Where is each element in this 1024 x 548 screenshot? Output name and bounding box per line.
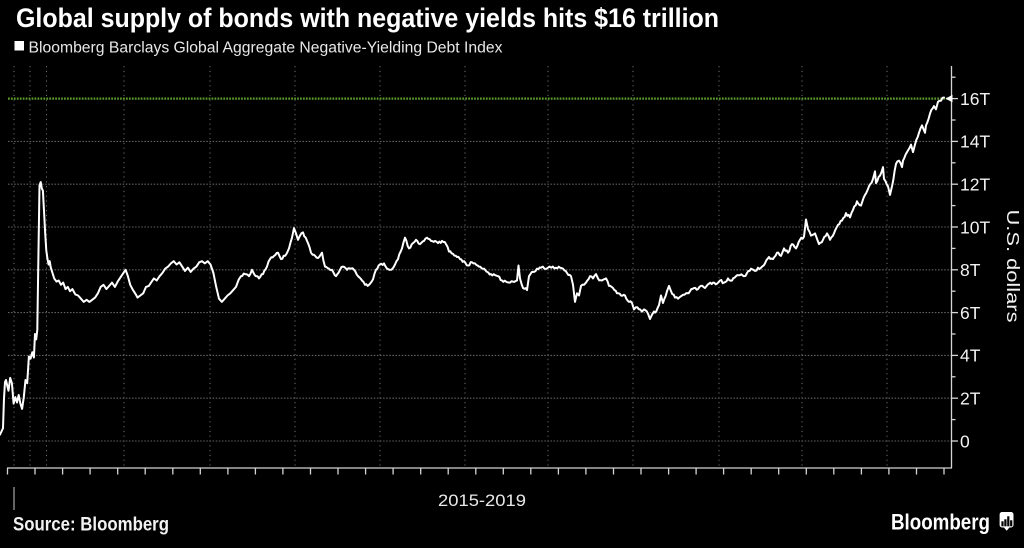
svg-text:16T: 16T [960,89,990,109]
svg-text:4T: 4T [960,346,981,366]
svg-text:12T: 12T [960,175,990,195]
svg-text:U.S. dollars: U.S. dollars [1003,210,1023,323]
svg-text:0: 0 [960,431,970,451]
svg-text:2015-2019: 2015-2019 [438,491,526,510]
svg-text:Bloomberg Barclays Global Aggr: Bloomberg Barclays Global Aggregate Nega… [29,40,503,57]
svg-text:Source: Bloomberg: Source: Bloomberg [13,514,169,536]
svg-text:14T: 14T [960,132,990,152]
svg-text:2T: 2T [960,389,981,409]
svg-text:8T: 8T [960,260,981,280]
svg-text:Bloomberg: Bloomberg [891,510,990,535]
svg-text:10T: 10T [960,217,990,237]
svg-text:6T: 6T [960,303,981,323]
svg-text:Global supply of bonds with ne: Global supply of bonds with negative yie… [16,3,719,33]
